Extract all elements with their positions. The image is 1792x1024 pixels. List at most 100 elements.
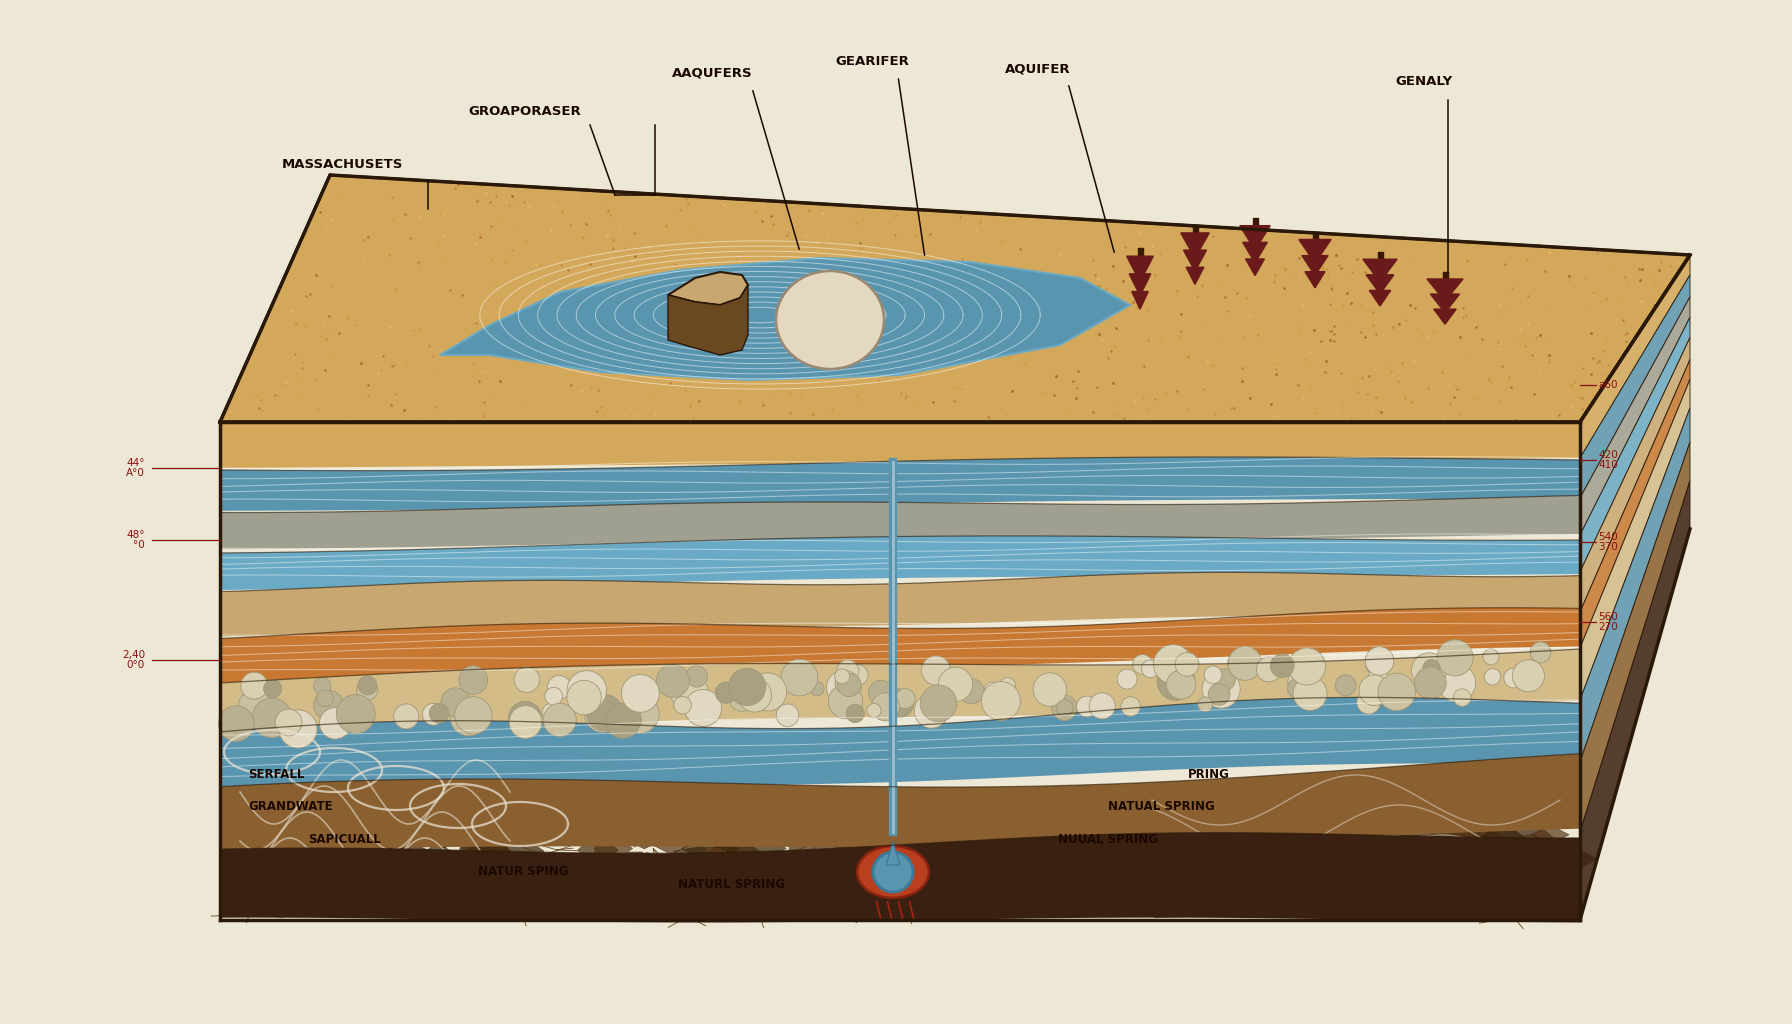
Circle shape <box>828 684 862 719</box>
Polygon shape <box>321 826 364 849</box>
Circle shape <box>685 689 722 726</box>
Polygon shape <box>1009 877 1061 899</box>
Polygon shape <box>622 852 649 864</box>
Circle shape <box>837 673 860 696</box>
Polygon shape <box>220 536 1581 590</box>
Polygon shape <box>1245 259 1265 275</box>
Polygon shape <box>668 272 747 305</box>
Polygon shape <box>1416 866 1443 879</box>
Polygon shape <box>831 854 873 872</box>
Circle shape <box>1287 678 1308 698</box>
Circle shape <box>586 694 624 731</box>
Circle shape <box>1172 671 1193 692</box>
Polygon shape <box>487 837 545 866</box>
Circle shape <box>1228 649 1254 677</box>
Text: MASSACHUSETS: MASSACHUSETS <box>281 158 403 171</box>
Polygon shape <box>819 877 857 896</box>
Polygon shape <box>513 854 559 879</box>
Polygon shape <box>1124 858 1150 870</box>
Polygon shape <box>1030 828 1059 843</box>
Polygon shape <box>1423 856 1484 883</box>
Circle shape <box>423 703 444 725</box>
Polygon shape <box>720 833 787 864</box>
Polygon shape <box>1154 872 1211 901</box>
Polygon shape <box>478 848 516 863</box>
Polygon shape <box>1532 825 1570 844</box>
Polygon shape <box>1271 858 1330 885</box>
Text: SERFALL: SERFALL <box>247 768 305 781</box>
Circle shape <box>459 666 487 694</box>
Polygon shape <box>1581 379 1690 700</box>
Polygon shape <box>1150 833 1215 866</box>
Polygon shape <box>220 457 1581 511</box>
Circle shape <box>450 697 487 736</box>
Polygon shape <box>375 827 403 842</box>
Polygon shape <box>477 869 534 895</box>
Circle shape <box>1335 675 1357 695</box>
Polygon shape <box>326 870 357 886</box>
Circle shape <box>738 678 772 712</box>
Polygon shape <box>332 868 376 888</box>
Circle shape <box>1414 667 1446 698</box>
Polygon shape <box>513 857 556 876</box>
Circle shape <box>238 690 271 723</box>
Circle shape <box>749 673 787 711</box>
Polygon shape <box>788 827 855 862</box>
Circle shape <box>869 680 892 705</box>
Polygon shape <box>231 857 258 870</box>
Circle shape <box>1202 670 1240 709</box>
Polygon shape <box>1048 837 1102 859</box>
Polygon shape <box>805 873 844 894</box>
Circle shape <box>835 675 853 693</box>
Polygon shape <box>1314 869 1373 899</box>
Polygon shape <box>220 422 1581 468</box>
Polygon shape <box>1258 831 1287 847</box>
Polygon shape <box>995 827 1063 863</box>
Polygon shape <box>297 828 344 853</box>
Polygon shape <box>296 840 349 863</box>
Polygon shape <box>220 608 1581 683</box>
Polygon shape <box>643 826 699 854</box>
Polygon shape <box>1581 359 1690 648</box>
Circle shape <box>441 688 470 717</box>
Circle shape <box>867 703 882 718</box>
Polygon shape <box>1426 279 1462 301</box>
Circle shape <box>219 706 254 741</box>
Circle shape <box>240 672 267 699</box>
Polygon shape <box>620 863 668 885</box>
Circle shape <box>1032 673 1066 707</box>
Polygon shape <box>1453 829 1514 862</box>
Polygon shape <box>461 838 507 858</box>
Circle shape <box>948 670 964 686</box>
Text: GROAPORASER: GROAPORASER <box>468 105 581 118</box>
Polygon shape <box>1109 862 1145 882</box>
Circle shape <box>846 705 864 723</box>
Text: NUUAL SPRING: NUUAL SPRING <box>1057 833 1158 846</box>
Polygon shape <box>1373 842 1428 870</box>
Polygon shape <box>1068 836 1116 856</box>
Circle shape <box>1271 654 1294 678</box>
Circle shape <box>1294 677 1328 711</box>
Circle shape <box>1453 689 1471 707</box>
Text: 2,40
0°0: 2,40 0°0 <box>122 649 145 671</box>
Polygon shape <box>781 869 828 889</box>
Polygon shape <box>251 846 297 870</box>
Polygon shape <box>1581 408 1690 762</box>
Polygon shape <box>692 848 747 871</box>
Circle shape <box>1158 663 1195 700</box>
Circle shape <box>871 693 900 721</box>
Circle shape <box>688 693 710 714</box>
Polygon shape <box>1419 829 1495 862</box>
Text: AQUIFER: AQUIFER <box>1005 62 1070 75</box>
Circle shape <box>1512 659 1545 692</box>
Circle shape <box>1122 696 1140 716</box>
Circle shape <box>729 686 754 712</box>
Text: 48°
°0: 48° °0 <box>127 529 145 551</box>
Polygon shape <box>1133 292 1149 309</box>
Polygon shape <box>961 844 987 857</box>
Polygon shape <box>1055 870 1100 893</box>
Polygon shape <box>461 822 521 853</box>
Circle shape <box>1142 659 1159 678</box>
Polygon shape <box>885 842 900 865</box>
Circle shape <box>1288 648 1326 685</box>
